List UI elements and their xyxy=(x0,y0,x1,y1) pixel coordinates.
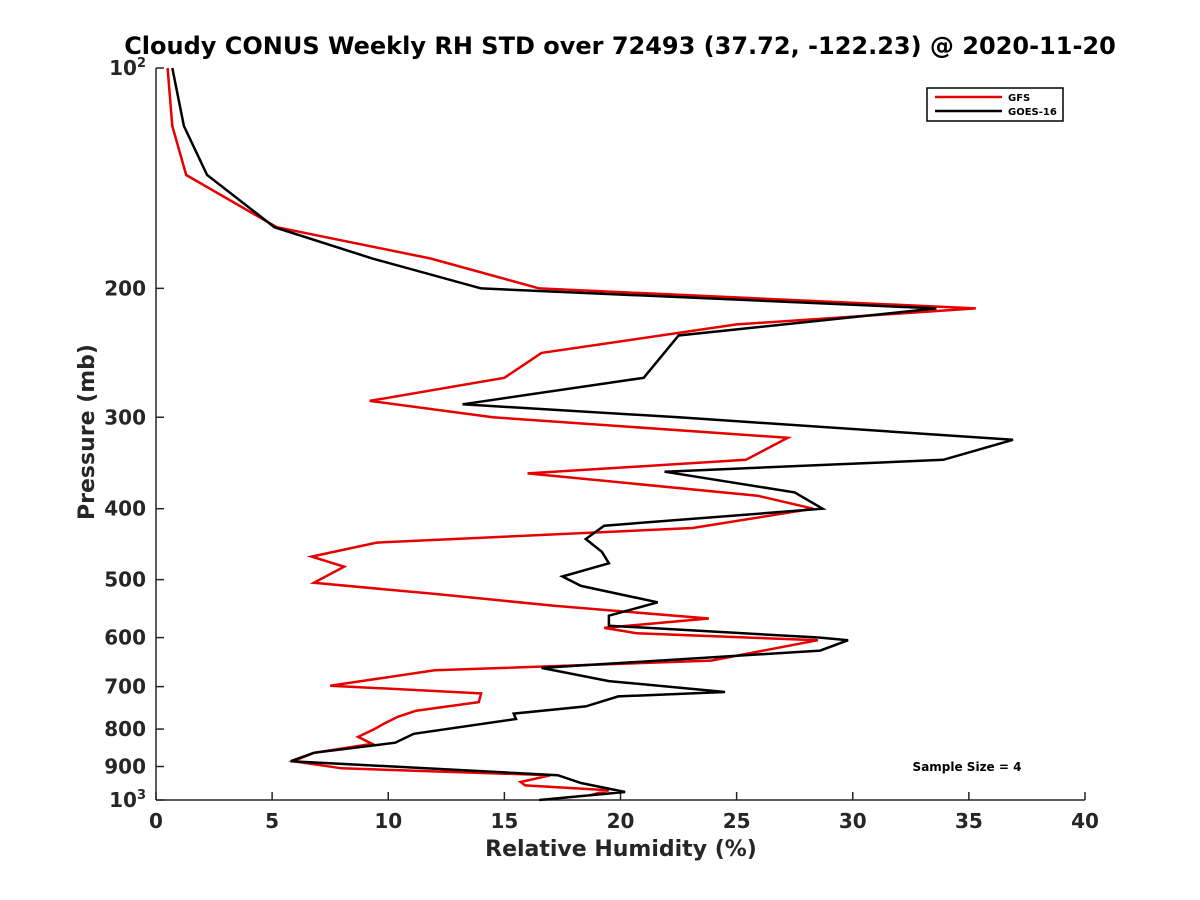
sample-size-annotation: Sample Size = 4 xyxy=(913,760,1022,774)
chart-title: Cloudy CONUS Weekly RH STD over 72493 (3… xyxy=(124,32,1116,60)
y-axis-label: Pressure (mb) xyxy=(75,344,100,520)
x-tick-label: 35 xyxy=(955,809,983,833)
y-tick-label: 900 xyxy=(104,755,146,779)
y-tick-label: 800 xyxy=(104,717,146,741)
legend: GFS GOES-16 xyxy=(926,87,1064,122)
y-tick-label: 600 xyxy=(104,626,146,650)
series-line-goes-16 xyxy=(171,67,1014,802)
y-axis-ticks: 102 200 300 400 500 600 700 800 900 103 xyxy=(104,56,164,812)
x-tick-label: 15 xyxy=(490,809,518,833)
legend-label-gfs: GFS xyxy=(1008,93,1030,104)
series-layer xyxy=(166,67,1014,802)
x-tick-label: 5 xyxy=(265,809,279,833)
y-tick-label: 102 xyxy=(109,56,146,80)
plot-area: 0 5 10 15 20 25 30 35 40 102 200 300 400 500 600 700 80… xyxy=(104,56,1099,833)
y-tick-label: 500 xyxy=(104,568,146,592)
y-tick-label: 300 xyxy=(104,405,146,429)
x-tick-label: 0 xyxy=(149,809,163,833)
y-tick-label: 700 xyxy=(104,675,146,699)
y-tick-label: 103 xyxy=(109,788,146,812)
x-tick-label: 20 xyxy=(607,809,635,833)
legend-box xyxy=(926,87,1064,122)
y-tick-label: 200 xyxy=(104,276,146,300)
x-tick-label: 25 xyxy=(723,809,751,833)
x-tick-label: 40 xyxy=(1071,809,1099,833)
x-tick-label: 30 xyxy=(839,809,867,833)
legend-label-goes-16: GOES-16 xyxy=(1008,107,1057,118)
x-tick-label: 10 xyxy=(374,809,402,833)
x-axis-ticks: 0 5 10 15 20 25 30 35 40 xyxy=(149,792,1099,833)
x-axis-label: Relative Humidity (%) xyxy=(485,837,757,862)
y-tick-label: 400 xyxy=(104,497,146,521)
